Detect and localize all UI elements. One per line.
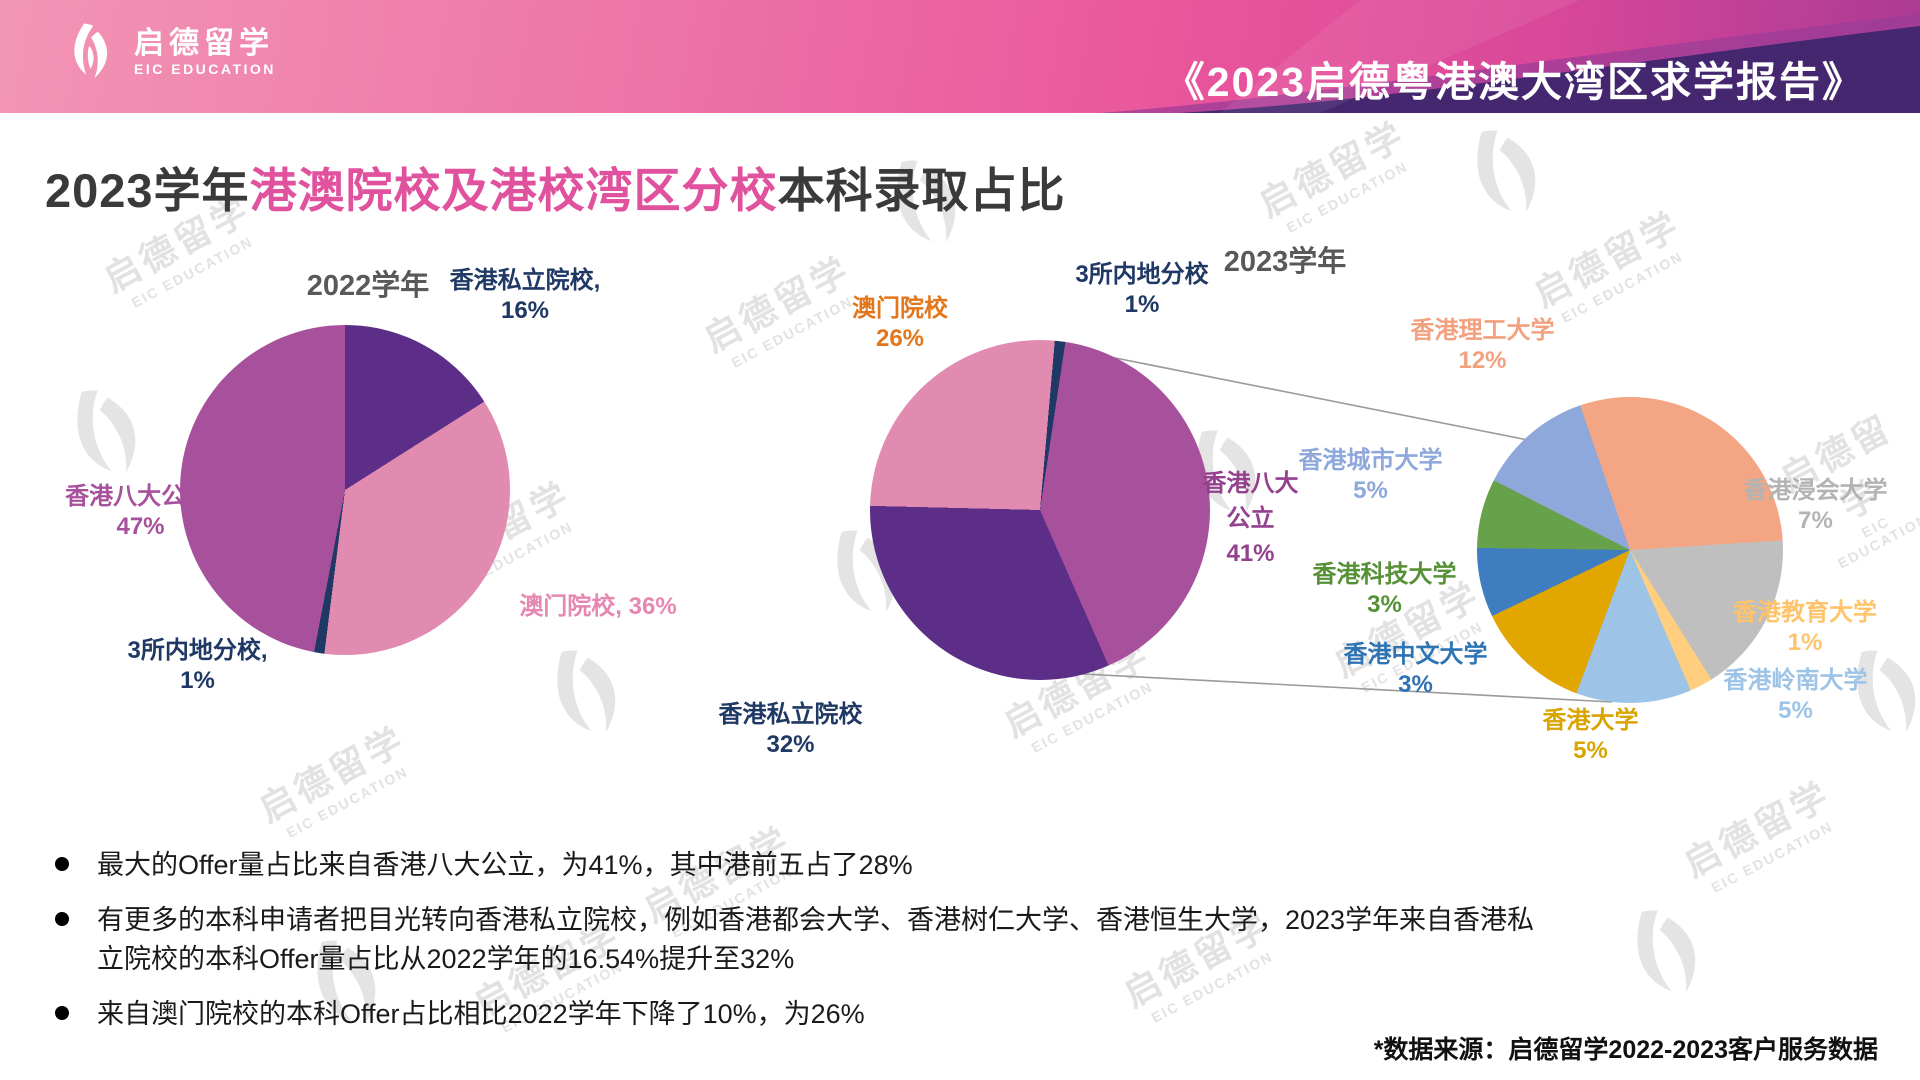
label-lingnan: 香港岭南大学 5%	[1723, 667, 1868, 724]
label-eduhk: 香港教育大学 1%	[1733, 599, 1877, 656]
label-hku: 香港大学 5%	[1542, 707, 1639, 764]
label-2023-macau: 澳门院校 26%	[852, 295, 948, 352]
bullet-item: 来自澳门院校的本科Offer占比相比2022学年下降了10%，为26%	[55, 995, 1545, 1033]
pie-chart-2022	[180, 325, 510, 655]
label-2022-macau: 澳门院校, 36%	[519, 593, 677, 620]
pie-chart-big8-breakdown	[1477, 397, 1783, 703]
watermark-logo-icon	[1605, 888, 1731, 1023]
bullet-dot	[55, 912, 69, 927]
bullet-list: 最大的Offer量占比来自香港八大公立，为41%，其中港前五占了28% 有更多的…	[55, 846, 1545, 1050]
bullet-dot	[55, 857, 69, 871]
bullet-text-1: 最大的Offer量占比来自香港八大公立，为41%，其中港前五占了28%	[97, 850, 913, 880]
source-note: *数据来源：启德留学2022-2023客户服务数据	[1373, 1036, 1878, 1064]
page-title-prefix: 2023学年	[45, 164, 250, 217]
eic-logo-icon	[74, 23, 108, 79]
label-2022-mainland: 3所内地分校, 1%	[127, 637, 268, 694]
header-bar: 启德留学 EIC EDUCATION 《2023启德粤港澳大湾区求学报告》	[0, 0, 1920, 113]
watermark-logo-icon	[525, 628, 651, 763]
label-hkbu: 香港浸会大学 7%	[1743, 477, 1888, 534]
label-polyu: 香港理工大学 12%	[1410, 317, 1555, 374]
pie-chart-2023	[870, 340, 1210, 680]
label-cuhk: 香港中文大学 3%	[1343, 641, 1488, 698]
report-title: 《2023启德粤港澳大湾区求学报告》	[1163, 59, 1865, 105]
eic-logo: 启德留学 EIC EDUCATION	[62, 20, 276, 84]
bullet-text-3: 来自澳门院校的本科Offer占比相比2022学年下降了10%，为26%	[97, 998, 865, 1029]
page-title-suffix: 本科录取占比	[777, 164, 1066, 217]
label-2022-private: 香港私立院校, 16%	[449, 267, 601, 324]
label-cityu: 香港城市大学 5%	[1298, 447, 1443, 504]
bullet-item: 有更多的本科申请者把目光转向香港私立院校，例如香港都会大学、香港树仁大学、香港恒…	[55, 901, 1545, 978]
logo-text-en: EIC EDUCATION	[134, 61, 276, 77]
page-title: 2023学年港澳院校及港校湾区分校本科录取占比	[45, 152, 1066, 221]
bullet-dot	[55, 1005, 69, 1020]
label-2023-private: 香港私立院校 32%	[718, 701, 863, 758]
label-2023-mainland: 3所内地分校 1%	[1075, 261, 1209, 318]
label-hkust: 香港科技大学 3%	[1312, 561, 1457, 618]
bullet-item: 最大的Offer量占比来自香港八大公立，为41%，其中港前五占了28%	[55, 846, 1545, 884]
header-swoosh	[1100, 0, 1920, 113]
chart-title-2023: 2023学年	[1223, 246, 1347, 278]
logo-text-cn: 启德留学	[134, 27, 274, 60]
label-2022-big8: 香港八大公立, 47%	[65, 483, 216, 540]
bullet-text-2: 有更多的本科申请者把目光转向香港私立院校，例如香港都会大学、香港树仁大学、香港恒…	[97, 905, 1535, 974]
page-title-highlight: 港澳院校及港校湾区分校	[249, 164, 778, 217]
chart-title-2022: 2022学年	[306, 270, 430, 302]
watermark-logo-icon	[1445, 108, 1571, 243]
